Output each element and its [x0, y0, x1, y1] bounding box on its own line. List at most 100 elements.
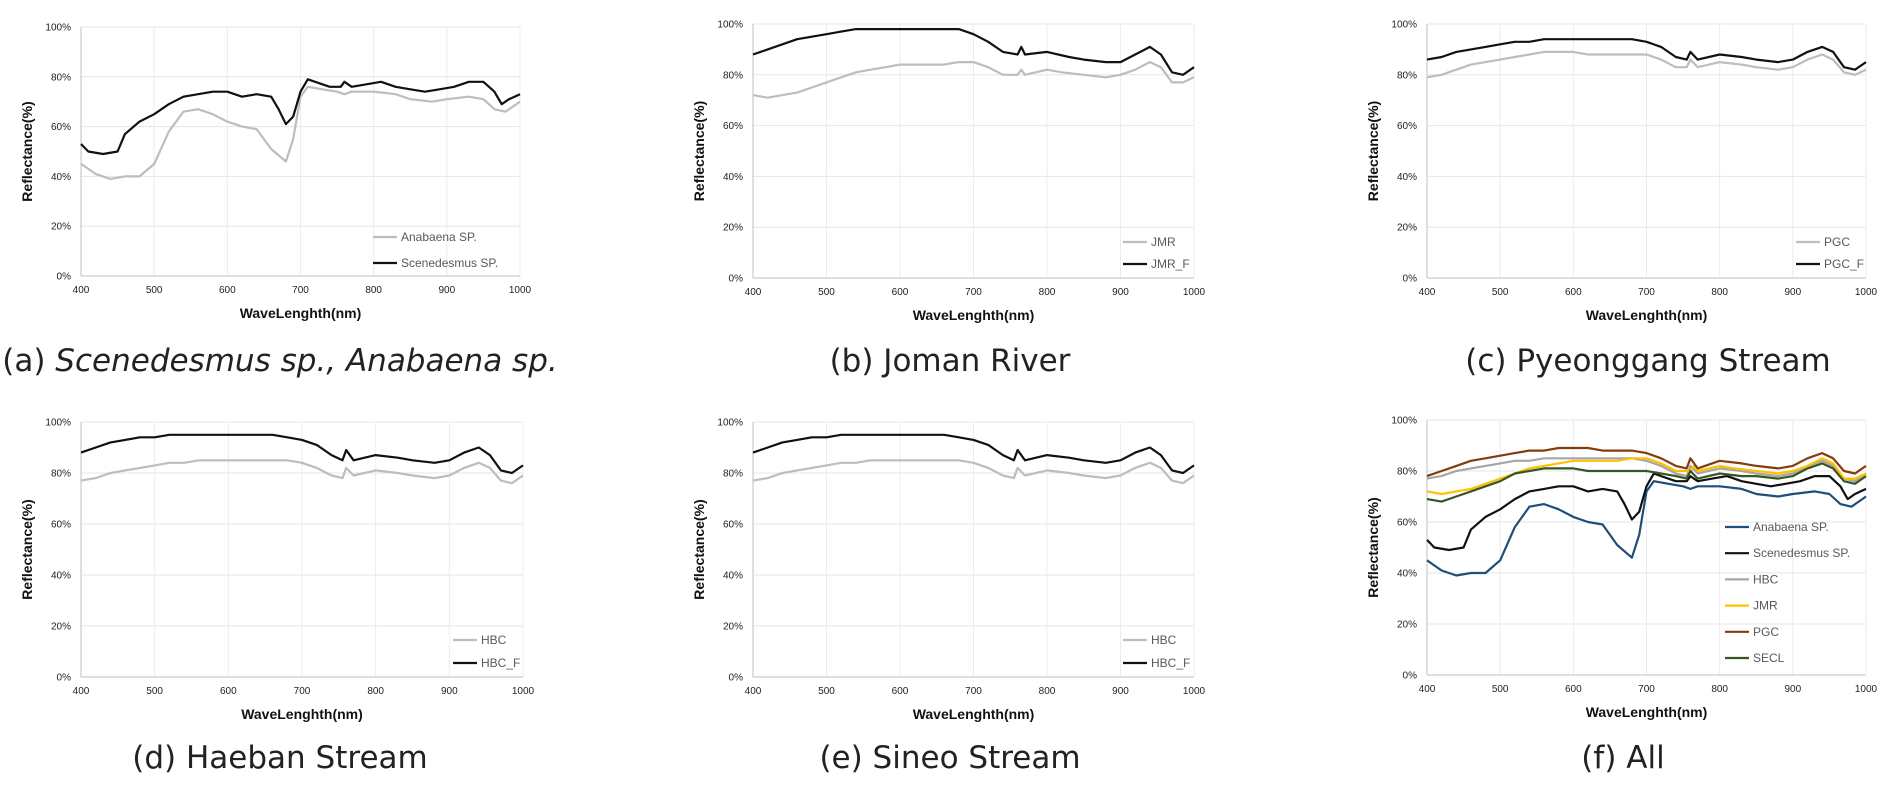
y-tick-label: 80% — [723, 469, 743, 480]
chart-panel-2: 0% 20% 40% 60% 80% 100% 400 500 600 700 800 900 1000… — [691, 20, 1206, 324]
legend-label: Anabaena SP. — [401, 230, 477, 244]
x-tick-label: 600 — [892, 686, 909, 697]
legend-label: HBC — [1151, 633, 1177, 647]
chart-panel-4: 0% 20% 40% 60% 80% 100% 400 500 600 700 800 900 1000… — [19, 418, 535, 723]
y-tick-label: 20% — [51, 622, 71, 633]
x-tick-label: 700 — [1638, 287, 1655, 298]
y-tick-label: 0% — [1403, 274, 1418, 285]
legend: HBC HBC_F — [1123, 633, 1190, 670]
x-tick-label: 600 — [1565, 287, 1582, 298]
series-line-jmr — [752, 61, 1195, 99]
y-tick-label: 40% — [723, 571, 743, 582]
x-tick-label: 800 — [1711, 287, 1728, 298]
caption-e: (e) Sineo Stream — [819, 740, 1080, 776]
x-tick-label: 400 — [73, 686, 90, 697]
y-tick-label: 60% — [51, 520, 71, 531]
y-tick-label: 80% — [51, 469, 71, 480]
caption-d: (d) Haeban Stream — [132, 740, 427, 776]
series-line-pgc — [1426, 50, 1867, 79]
x-axis-title: WaveLenghth(nm) — [1586, 307, 1708, 323]
x-tick-label: 700 — [292, 285, 309, 296]
series-line-scenedesmus-sp — [1426, 472, 1867, 552]
y-tick-label: 100% — [717, 418, 743, 429]
series-line-hbc — [80, 459, 524, 485]
legend-label: PGC — [1824, 235, 1850, 249]
series-line-hbc — [752, 459, 1195, 485]
legend-label: HBC_F — [1151, 656, 1190, 670]
legend-label: Scenedesmus SP. — [1753, 546, 1850, 560]
legend-label: Anabaena SP. — [1753, 520, 1829, 534]
x-tick-label: 1000 — [1183, 686, 1206, 697]
x-axis-title: WaveLenghth(nm) — [913, 706, 1035, 722]
x-tick-label: 800 — [1711, 684, 1728, 695]
x-tick-label: 700 — [965, 686, 982, 697]
caption-a: (a) Scenedesmus sp., Anabaena sp. — [2, 343, 557, 379]
x-tick-label: 1000 — [1855, 684, 1878, 695]
x-tick-label: 400 — [1419, 684, 1436, 695]
legend: JMR JMR_F — [1123, 235, 1190, 271]
series-line-anabaena-sp — [80, 85, 521, 180]
legend-label: JMR_F — [1151, 257, 1190, 271]
legend-label: HBC_F — [481, 656, 520, 670]
y-axis-title: Reflectance(%) — [1365, 101, 1381, 201]
x-tick-label: 900 — [1112, 686, 1129, 697]
y-tick-label: 80% — [51, 72, 71, 83]
caption-e-text: (e) Sineo Stream — [819, 740, 1081, 776]
x-tick-label: 700 — [294, 686, 311, 697]
series-line-hbc-f — [752, 433, 1195, 475]
chart-panel-1: 0% 20% 40% 60% 80% 100% 400 500 600 700 800 900 1000… — [19, 23, 532, 322]
y-tick-label: 60% — [1397, 518, 1417, 529]
x-tick-label: 1000 — [512, 686, 535, 697]
legend-label: Scenedesmus SP. — [401, 256, 498, 270]
y-tick-label: 0% — [729, 673, 744, 684]
legend-label: JMR — [1753, 599, 1778, 613]
legend-label: HBC — [481, 633, 507, 647]
x-tick-label: 700 — [1638, 684, 1655, 695]
caption-c-text: (c) Pyeonggang Stream — [1465, 343, 1831, 379]
y-tick-label: 100% — [1391, 416, 1417, 427]
y-tick-label: 100% — [1391, 20, 1417, 31]
y-tick-label: 80% — [1397, 70, 1417, 81]
y-tick-label: 20% — [723, 223, 743, 234]
x-tick-label: 500 — [146, 285, 163, 296]
caption-f: (f) All — [1581, 740, 1664, 776]
x-tick-label: 400 — [73, 285, 90, 296]
y-tick-label: 40% — [723, 172, 743, 183]
y-tick-label: 0% — [729, 274, 744, 285]
x-tick-label: 600 — [220, 686, 237, 697]
y-tick-label: 0% — [57, 673, 72, 684]
chart-panel-6: 0% 20% 40% 60% 80% 100% 400 500 600 700 800 900 1000… — [1365, 416, 1878, 721]
y-tick-label: 80% — [723, 70, 743, 81]
x-tick-label: 900 — [1784, 684, 1801, 695]
caption-c: (c) Pyeonggang Stream — [1465, 343, 1831, 379]
y-axis-title: Reflectance(%) — [691, 101, 707, 201]
chart-panel-3: 0% 20% 40% 60% 80% 100% 400 500 600 700 800 900 1000… — [1365, 20, 1878, 324]
x-tick-label: 500 — [1492, 287, 1509, 298]
y-axis-title: Reflectance(%) — [19, 101, 35, 201]
y-tick-label: 20% — [51, 222, 71, 233]
series-line-secl — [1426, 462, 1867, 503]
legend: PGC PGC_F — [1796, 235, 1864, 271]
y-axis-title: Reflectance(%) — [691, 499, 707, 599]
x-tick-label: 500 — [146, 686, 163, 697]
x-tick-label: 900 — [441, 686, 458, 697]
y-tick-label: 20% — [1397, 223, 1417, 234]
x-tick-label: 800 — [1039, 287, 1056, 298]
y-tick-label: 60% — [723, 121, 743, 132]
x-axis-title: WaveLenghth(nm) — [913, 307, 1035, 323]
legend: HBC HBC_F — [453, 633, 520, 670]
y-tick-label: 0% — [1403, 671, 1418, 682]
y-axis-title: Reflectance(%) — [19, 499, 35, 599]
caption-d-text: (d) Haeban Stream — [132, 740, 428, 776]
legend-label: JMR — [1151, 235, 1176, 249]
x-tick-label: 600 — [1565, 684, 1582, 695]
legend-label: PGC_F — [1824, 257, 1864, 271]
x-tick-label: 400 — [1419, 287, 1436, 298]
y-tick-label: 20% — [1397, 620, 1417, 631]
series-line-jmr — [1426, 457, 1867, 496]
x-axis-title: WaveLenghth(nm) — [240, 305, 362, 321]
y-axis-title: Reflectance(%) — [1365, 497, 1381, 597]
x-tick-label: 900 — [1784, 287, 1801, 298]
x-tick-label: 900 — [438, 285, 455, 296]
